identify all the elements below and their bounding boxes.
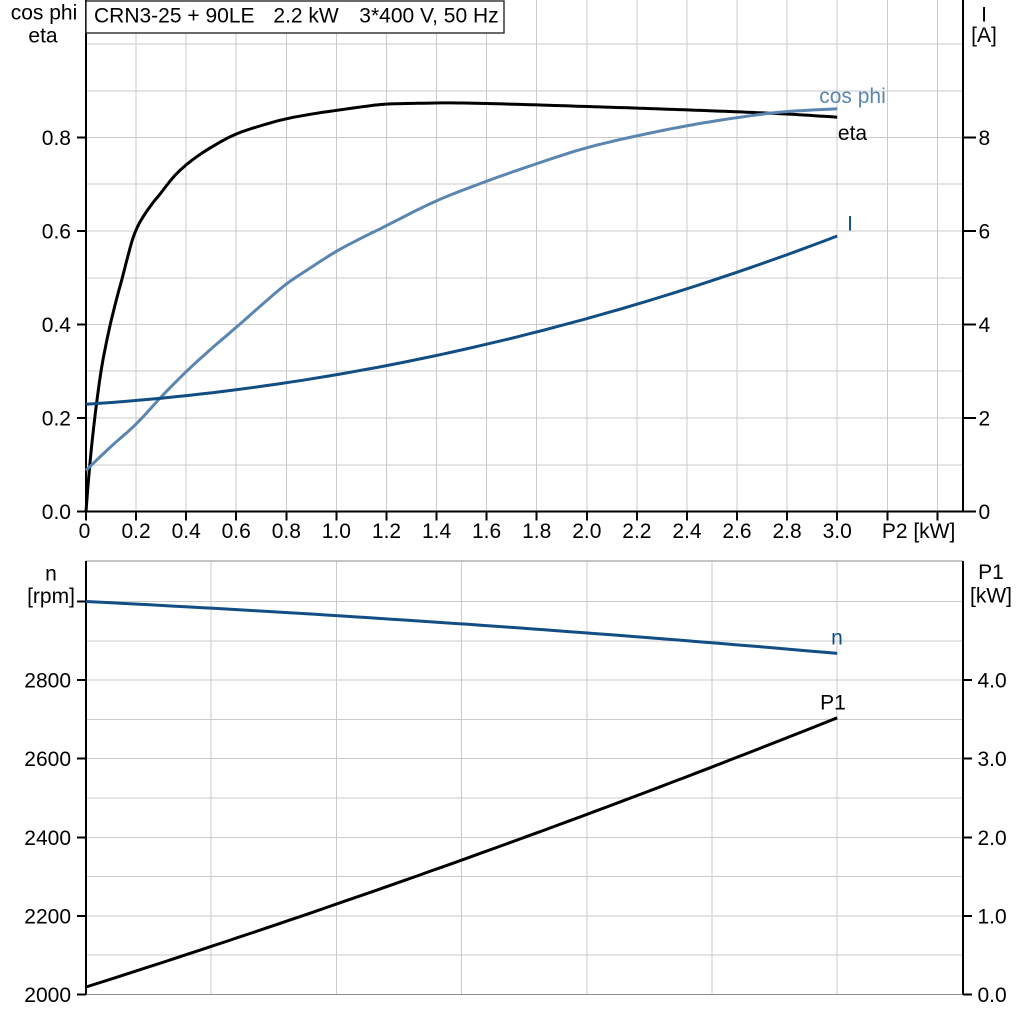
svg-text:0.4: 0.4 — [172, 520, 202, 543]
svg-text:0.8: 0.8 — [42, 127, 71, 150]
svg-text:8: 8 — [979, 127, 991, 150]
svg-text:0.6: 0.6 — [42, 221, 71, 244]
svg-text:n: n — [45, 562, 57, 585]
svg-text:[kW]: [kW] — [970, 585, 1012, 608]
svg-text:2.4: 2.4 — [672, 520, 702, 543]
svg-text:0: 0 — [979, 501, 991, 524]
svg-text:CRN3-25 + 90LE: CRN3-25 + 90LE — [94, 4, 255, 27]
svg-text:P2 [kW]: P2 [kW] — [882, 520, 956, 543]
svg-text:3.0: 3.0 — [978, 748, 1007, 771]
svg-text:2800: 2800 — [24, 670, 71, 693]
svg-text:[A]: [A] — [971, 24, 997, 47]
svg-text:4: 4 — [979, 314, 991, 337]
svg-text:eta: eta — [28, 25, 58, 48]
svg-text:2.2: 2.2 — [622, 520, 651, 543]
svg-text:0.0: 0.0 — [42, 501, 71, 524]
svg-text:2.0: 2.0 — [978, 827, 1007, 850]
svg-text:n: n — [831, 627, 843, 650]
svg-text:1.0: 1.0 — [978, 905, 1007, 928]
svg-text:2.6: 2.6 — [722, 520, 751, 543]
svg-text:2000: 2000 — [24, 984, 71, 1007]
svg-text:0: 0 — [79, 520, 91, 543]
svg-text:0.6: 0.6 — [222, 520, 251, 543]
svg-text:2.0: 2.0 — [572, 520, 601, 543]
svg-text:2200: 2200 — [24, 905, 71, 928]
svg-text:6: 6 — [979, 221, 991, 244]
svg-text:0.2: 0.2 — [121, 520, 150, 543]
svg-text:0.8: 0.8 — [272, 520, 301, 543]
svg-text:4.0: 4.0 — [978, 670, 1007, 693]
svg-text:I: I — [981, 3, 987, 26]
svg-text:2: 2 — [979, 408, 991, 431]
svg-text:1.2: 1.2 — [372, 520, 401, 543]
svg-text:3.0: 3.0 — [823, 520, 852, 543]
svg-text:0.0: 0.0 — [978, 984, 1007, 1007]
svg-text:2.2 kW: 2.2 kW — [273, 4, 339, 27]
svg-text:0.4: 0.4 — [42, 314, 72, 337]
svg-text:3*400 V, 50 Hz: 3*400 V, 50 Hz — [359, 4, 498, 27]
svg-text:2600: 2600 — [24, 748, 71, 771]
svg-text:2.8: 2.8 — [772, 520, 801, 543]
svg-text:eta: eta — [838, 122, 868, 145]
svg-text:1.6: 1.6 — [472, 520, 501, 543]
svg-text:cos phi: cos phi — [819, 85, 886, 108]
svg-text:P1: P1 — [820, 691, 846, 714]
svg-text:0.2: 0.2 — [42, 408, 71, 431]
svg-text:cos phi: cos phi — [11, 1, 78, 24]
svg-text:1.8: 1.8 — [522, 520, 551, 543]
svg-text:1.4: 1.4 — [422, 520, 452, 543]
svg-text:P1: P1 — [978, 561, 1004, 584]
svg-text:2400: 2400 — [24, 827, 71, 850]
svg-text:[rpm]: [rpm] — [27, 585, 75, 608]
svg-text:1.0: 1.0 — [322, 520, 351, 543]
svg-text:I: I — [847, 213, 853, 236]
